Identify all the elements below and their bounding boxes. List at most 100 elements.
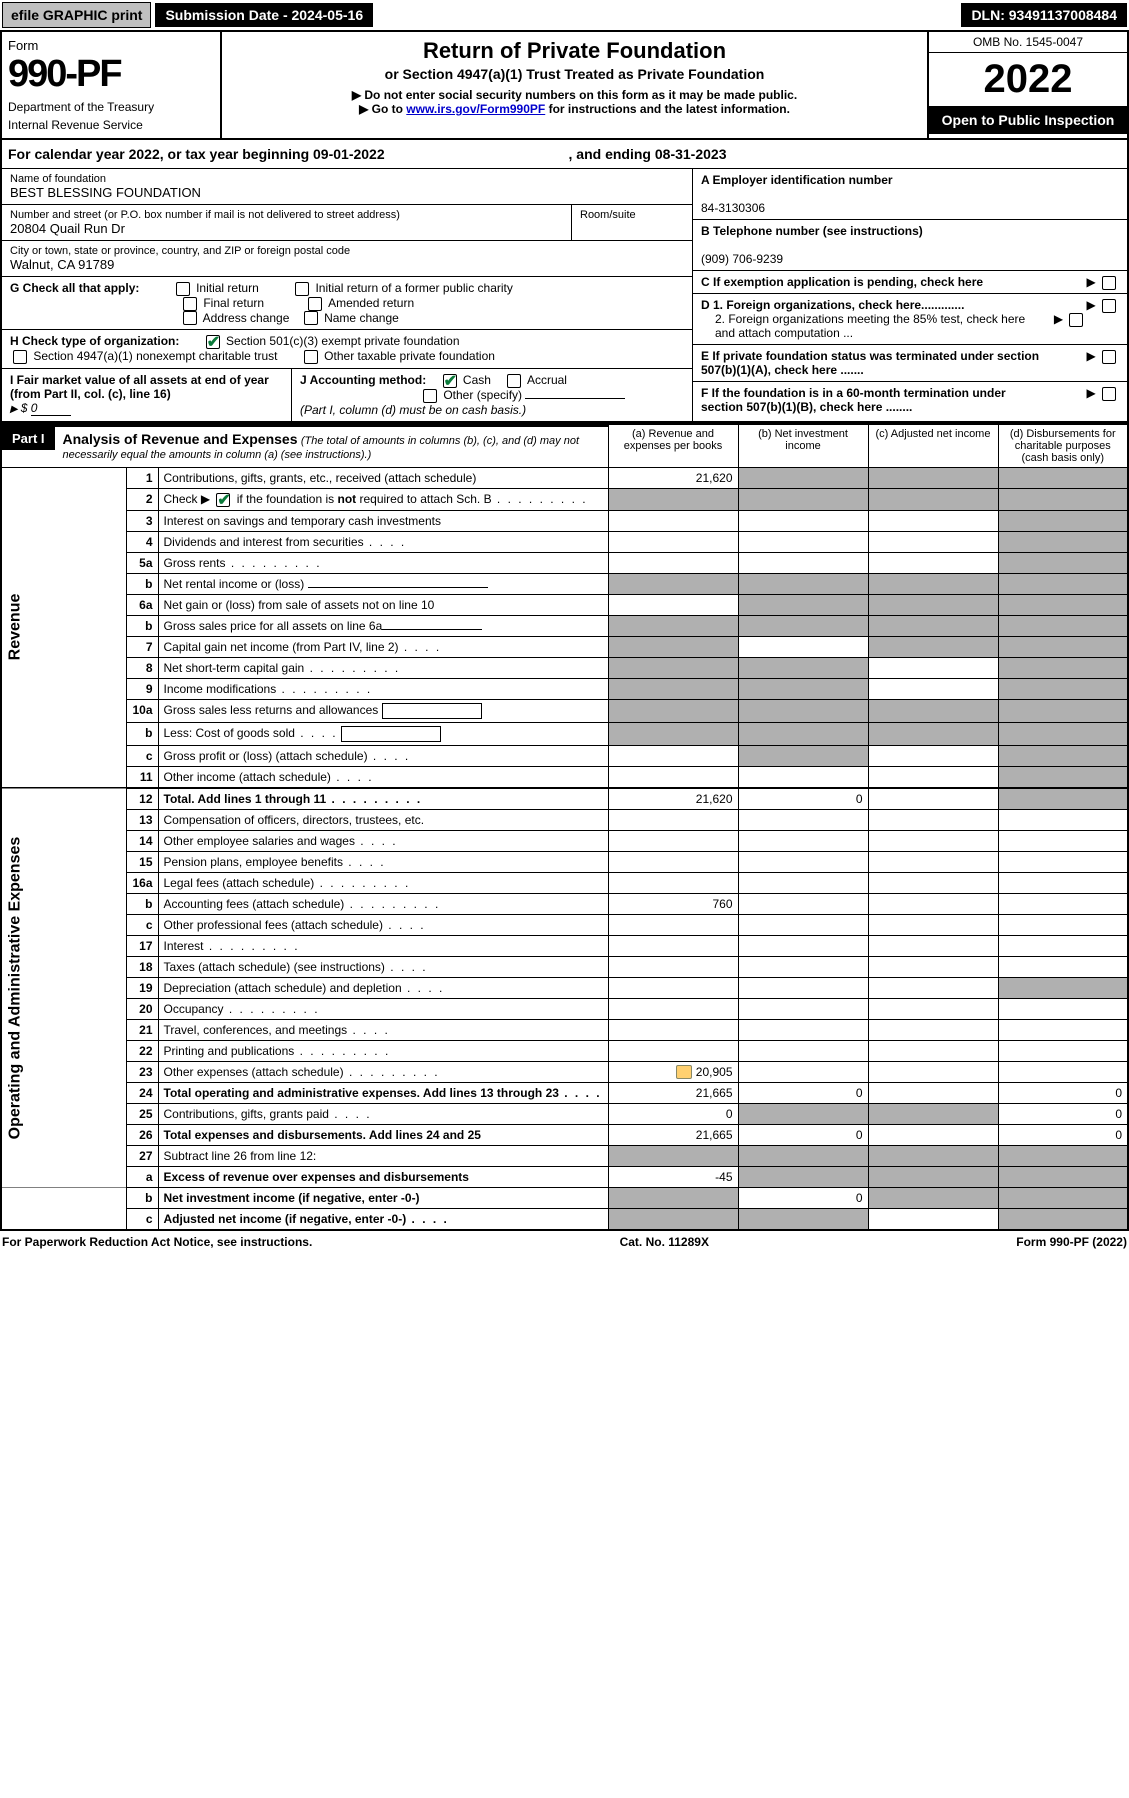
table-row: 2 Check ▶ if the foundation is not requi… xyxy=(1,488,1128,510)
row-desc: Contributions, gifts, grants, etc., rece… xyxy=(158,467,608,488)
chk-4947[interactable] xyxy=(13,350,27,364)
info-left: Name of foundation BEST BLESSING FOUNDAT… xyxy=(2,169,692,421)
submission-date-box: Submission Date - 2024-05-16 xyxy=(155,3,373,27)
chk-name-change[interactable] xyxy=(304,311,318,325)
c-label: C If exemption application is pending, c… xyxy=(701,275,983,289)
table-row: bAccounting fees (attach schedule)760 xyxy=(1,893,1128,914)
table-row: 24Total operating and administrative exp… xyxy=(1,1083,1128,1104)
tel-cell: B Telephone number (see instructions) (9… xyxy=(693,220,1127,271)
d1-label: D 1. Foreign organizations, check here..… xyxy=(701,298,964,312)
row-num: b xyxy=(127,615,158,636)
chk-other-taxable[interactable] xyxy=(304,350,318,364)
table-row: 18Taxes (attach schedule) (see instructi… xyxy=(1,956,1128,977)
table-row: 8Net short-term capital gain xyxy=(1,657,1128,678)
form-title: Return of Private Foundation xyxy=(228,38,921,64)
table-row: 7Capital gain net income (from Part IV, … xyxy=(1,636,1128,657)
table-row: 3Interest on savings and temporary cash … xyxy=(1,510,1128,531)
val-a: -45 xyxy=(608,1167,738,1188)
row-num: 20 xyxy=(127,998,158,1019)
f-label: F If the foundation is in a 60-month ter… xyxy=(701,386,1041,414)
table-row: cOther professional fees (attach schedul… xyxy=(1,914,1128,935)
table-row: aExcess of revenue over expenses and dis… xyxy=(1,1167,1128,1188)
row-desc: Net short-term capital gain xyxy=(158,657,608,678)
cal-mid: , and ending xyxy=(569,146,655,162)
table-row: 16aLegal fees (attach schedule) xyxy=(1,872,1128,893)
row-desc: Net gain or (loss) from sale of assets n… xyxy=(158,594,608,615)
chk-d1[interactable] xyxy=(1102,299,1116,313)
val-a: 21,665 xyxy=(608,1083,738,1104)
addr-row: Number and street (or P.O. box number if… xyxy=(2,205,692,241)
val-b: 0 xyxy=(738,1125,868,1146)
row-num: 27 xyxy=(127,1146,158,1167)
form-header: Form 990-PF Department of the Treasury I… xyxy=(0,30,1129,140)
chk-initial-former[interactable] xyxy=(295,282,309,296)
col-c-header: (c) Adjusted net income xyxy=(868,424,998,468)
attachment-icon[interactable] xyxy=(676,1065,692,1079)
header-left: Form 990-PF Department of the Treasury I… xyxy=(2,32,222,138)
row-desc: Other employee salaries and wages xyxy=(158,830,608,851)
row-num: c xyxy=(127,745,158,766)
val-d: 0 xyxy=(998,1104,1128,1125)
calendar-year-row: For calendar year 2022, or tax year begi… xyxy=(0,140,1129,169)
chk-sch-b[interactable] xyxy=(216,493,230,507)
cal-pre: For calendar year 2022, or tax year begi… xyxy=(8,146,313,162)
form-subtitle: or Section 4947(a)(1) Trust Treated as P… xyxy=(228,66,921,82)
row-num: 15 xyxy=(127,851,158,872)
table-row: Revenue 1 Contributions, gifts, grants, … xyxy=(1,467,1128,488)
table-row: 21Travel, conferences, and meetings xyxy=(1,1019,1128,1040)
footer-mid: Cat. No. 11289X xyxy=(620,1235,709,1249)
row-desc: Income modifications xyxy=(158,678,608,699)
irs-link[interactable]: www.irs.gov/Form990PF xyxy=(406,102,545,116)
note-goto-post: for instructions and the latest informat… xyxy=(545,102,790,116)
foundation-name: BEST BLESSING FOUNDATION xyxy=(10,185,684,200)
val-a: 21,620 xyxy=(608,467,738,488)
row-desc: Pension plans, employee benefits xyxy=(158,851,608,872)
h-501: Section 501(c)(3) exempt private foundat… xyxy=(226,334,459,348)
chk-initial-return[interactable] xyxy=(176,282,190,296)
col-b-header: (b) Net investment income xyxy=(738,424,868,468)
form-number: 990-PF xyxy=(8,53,214,96)
chk-e[interactable] xyxy=(1102,350,1116,364)
side-revenue: Revenue xyxy=(1,467,127,787)
table-row: 23Other expenses (attach schedule) 20,90… xyxy=(1,1061,1128,1083)
row-desc: Capital gain net income (from Part IV, l… xyxy=(158,636,608,657)
chk-amended-return[interactable] xyxy=(308,297,322,311)
chk-501c3[interactable] xyxy=(206,335,220,349)
row-desc: Subtract line 26 from line 12: xyxy=(158,1146,608,1167)
name-label: Name of foundation xyxy=(10,173,684,185)
i-value: 0 xyxy=(31,401,71,416)
c-cell: C If exemption application is pending, c… xyxy=(693,271,1127,294)
part1-table: Part I Analysis of Revenue and Expenses … xyxy=(0,423,1129,1232)
row-num: 17 xyxy=(127,935,158,956)
row-num: 23 xyxy=(127,1061,158,1083)
chk-c-pending[interactable] xyxy=(1102,276,1116,290)
row-num: b xyxy=(127,573,158,594)
g-label: G Check all that apply: xyxy=(10,281,139,295)
efile-print-button[interactable]: efile GRAPHIC print xyxy=(2,2,151,28)
row-num: 18 xyxy=(127,956,158,977)
row-desc: Taxes (attach schedule) (see instruction… xyxy=(158,956,608,977)
side-expenses: Operating and Administrative Expenses xyxy=(1,788,127,1188)
chk-d2[interactable] xyxy=(1069,313,1083,327)
row-num: c xyxy=(127,1209,158,1231)
row-desc: Travel, conferences, and meetings xyxy=(158,1019,608,1040)
row-num: 10a xyxy=(127,699,158,722)
table-row: 5aGross rents xyxy=(1,552,1128,573)
chk-f[interactable] xyxy=(1102,387,1116,401)
chk-cash[interactable] xyxy=(443,374,457,388)
cal-end: 08-31-2023 xyxy=(655,146,727,162)
note-goto-pre: ▶ Go to xyxy=(359,102,406,116)
val-a: 0 xyxy=(608,1104,738,1125)
chk-other-method[interactable] xyxy=(423,389,437,403)
chk-final-return[interactable] xyxy=(183,297,197,311)
table-row: 17Interest xyxy=(1,935,1128,956)
table-row: 9Income modifications xyxy=(1,678,1128,699)
h-other: Other taxable private foundation xyxy=(324,349,495,363)
row-desc: Dividends and interest from securities xyxy=(158,531,608,552)
street-address: 20804 Quail Run Dr xyxy=(10,221,563,236)
val-a: 21,620 xyxy=(608,788,738,810)
chk-address-change[interactable] xyxy=(183,311,197,325)
row-desc: Net investment income (if negative, ente… xyxy=(158,1188,608,1209)
val-b: 0 xyxy=(738,788,868,810)
chk-accrual[interactable] xyxy=(507,374,521,388)
